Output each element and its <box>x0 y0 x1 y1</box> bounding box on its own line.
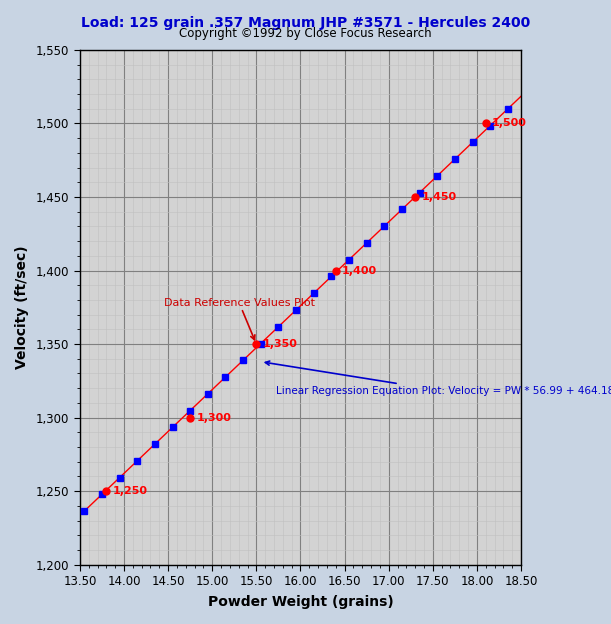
Text: 1,350: 1,350 <box>263 339 298 349</box>
Text: 1,450: 1,450 <box>422 192 456 202</box>
Text: Load: 125 grain .357 Magnum JHP #3571 - Hercules 2400: Load: 125 grain .357 Magnum JHP #3571 - … <box>81 16 530 29</box>
Text: 1,400: 1,400 <box>342 266 377 276</box>
Text: Data Reference Values Plot: Data Reference Values Plot <box>164 298 315 340</box>
Text: Linear Regression Equation Plot: Velocity = PW * 56.99 + 464.18: Linear Regression Equation Plot: Velocit… <box>265 361 611 396</box>
Text: Copyright ©1992 by Close Focus Research: Copyright ©1992 by Close Focus Research <box>179 27 432 40</box>
Text: 1,300: 1,300 <box>196 412 231 422</box>
Text: 1,250: 1,250 <box>112 486 147 496</box>
X-axis label: Powder Weight (grains): Powder Weight (grains) <box>208 595 393 609</box>
Y-axis label: Velocity (ft/sec): Velocity (ft/sec) <box>15 245 29 369</box>
Text: 1,500: 1,500 <box>492 119 527 129</box>
